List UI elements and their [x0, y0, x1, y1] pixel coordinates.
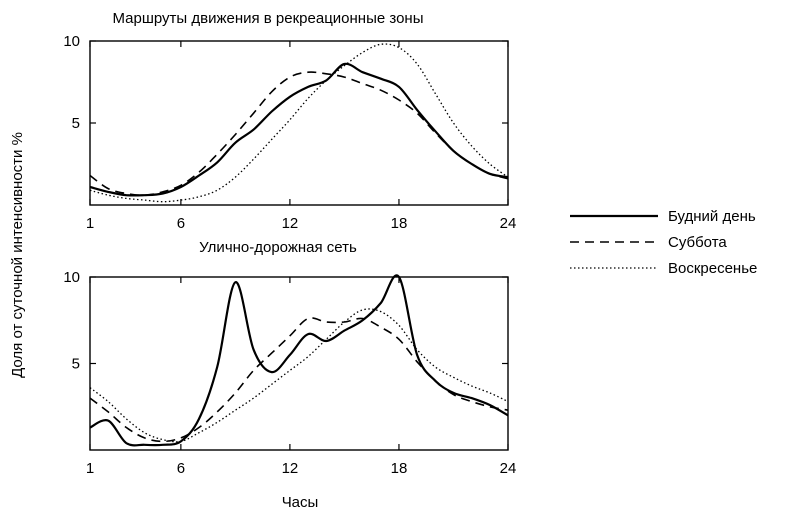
- series-line-воскресенье: [89, 43, 509, 203]
- y-tick-label: 10: [63, 33, 80, 50]
- x-axis-label: Часы: [282, 494, 319, 511]
- plot-frame: [89, 276, 509, 451]
- series-line-суббота: [89, 317, 509, 443]
- series-line-воскресенье: [89, 308, 509, 443]
- axis-ticks: 1 6 12 18 24 5 10: [63, 33, 516, 232]
- series-line-будний-день: [89, 274, 509, 447]
- x-tick-label: 6: [177, 215, 185, 232]
- y-tick-label: 5: [72, 115, 80, 132]
- chart-top-recreational: Маршруты движения в рекреационные зоны 1…: [63, 10, 516, 232]
- legend-item-sunday: Воскресенье: [570, 260, 757, 277]
- series-lines: [89, 274, 509, 447]
- y-axis-label: Доля от суточной интенсивности %: [9, 132, 26, 378]
- chart-title: Улично-дорожная сеть: [199, 239, 357, 256]
- x-tick-label: 6: [177, 460, 185, 477]
- series-line-будний-день: [89, 62, 509, 197]
- x-tick-label: 12: [282, 215, 299, 232]
- legend-item-saturday: Суббота: [570, 234, 727, 251]
- legend: Будний день Суббота Воскресенье: [570, 208, 757, 277]
- x-tick-label: 1: [86, 460, 94, 477]
- x-tick-label: 24: [500, 460, 517, 477]
- x-tick-label: 1: [86, 215, 94, 232]
- x-tick-label: 18: [391, 215, 408, 232]
- legend-label-weekday: Будний день: [668, 208, 756, 225]
- series-line-суббота: [89, 71, 509, 197]
- y-tick-label: 10: [63, 269, 80, 286]
- series-lines: [89, 43, 509, 203]
- legend-label-sunday: Воскресенье: [668, 260, 757, 277]
- x-tick-label: 18: [391, 460, 408, 477]
- y-tick-label: 5: [72, 356, 80, 373]
- chart-bottom-street-network: Улично-дорожная сеть 1 6 12 18 24 5 10: [63, 239, 516, 477]
- x-tick-label: 12: [282, 460, 299, 477]
- legend-item-weekday: Будний день: [570, 208, 756, 225]
- chart-title: Маршруты движения в рекреационные зоны: [112, 10, 423, 27]
- plot-frame: [89, 40, 509, 206]
- legend-label-saturday: Суббота: [668, 234, 727, 251]
- axis-ticks: 1 6 12 18 24 5 10: [63, 269, 516, 477]
- x-tick-label: 24: [500, 215, 517, 232]
